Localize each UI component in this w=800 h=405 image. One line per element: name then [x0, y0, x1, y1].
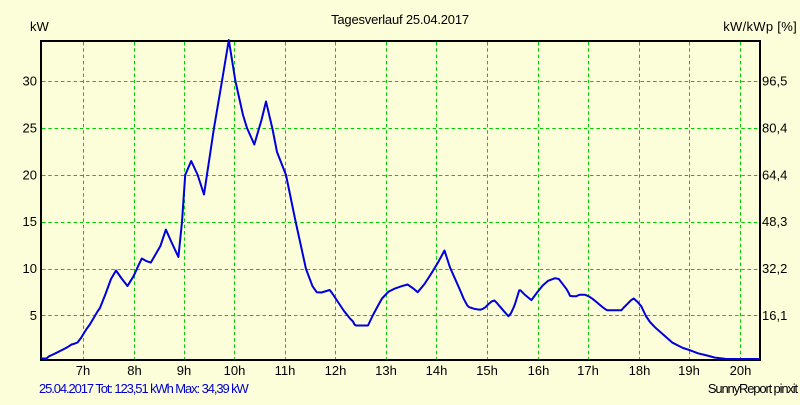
svg-text:kW: kW: [30, 19, 50, 34]
svg-text:17h: 17h: [577, 363, 599, 378]
svg-text:14h: 14h: [426, 363, 448, 378]
svg-text:25: 25: [23, 120, 37, 135]
svg-text:15: 15: [23, 214, 37, 229]
svg-text:5: 5: [30, 308, 37, 323]
svg-text:64,4: 64,4: [762, 167, 787, 182]
svg-text:13h: 13h: [375, 363, 397, 378]
svg-text:Tagesverlauf 25.04.2017: Tagesverlauf 25.04.2017: [331, 12, 469, 27]
svg-text:80,4: 80,4: [762, 120, 787, 135]
svg-text:30: 30: [23, 74, 37, 89]
svg-text:7h: 7h: [76, 363, 90, 378]
svg-text:20: 20: [23, 167, 37, 182]
svg-text:15h: 15h: [476, 363, 498, 378]
svg-text:96,5: 96,5: [762, 74, 787, 89]
svg-text:18h: 18h: [629, 363, 651, 378]
svg-text:48,3: 48,3: [762, 214, 787, 229]
svg-text:25.04.2017 Tot: 123,51 kWh Max: 25.04.2017 Tot: 123,51 kWh Max: 34,39 kW: [39, 381, 250, 396]
svg-text:11h: 11h: [275, 363, 296, 378]
svg-text:20h: 20h: [730, 363, 752, 378]
svg-text:16h: 16h: [528, 363, 550, 378]
svg-text:19h: 19h: [678, 363, 700, 378]
svg-text:32,2: 32,2: [762, 261, 787, 276]
svg-text:10h: 10h: [224, 363, 246, 378]
svg-text:16,1: 16,1: [762, 308, 787, 323]
svg-text:10: 10: [23, 261, 37, 276]
svg-text:9h: 9h: [177, 363, 191, 378]
svg-text:12h: 12h: [325, 363, 347, 378]
svg-text:SunnyReport pinxit: SunnyReport pinxit: [708, 381, 799, 396]
svg-text:kW/kWp [%]: kW/kWp [%]: [723, 19, 797, 34]
svg-text:8h: 8h: [127, 363, 141, 378]
